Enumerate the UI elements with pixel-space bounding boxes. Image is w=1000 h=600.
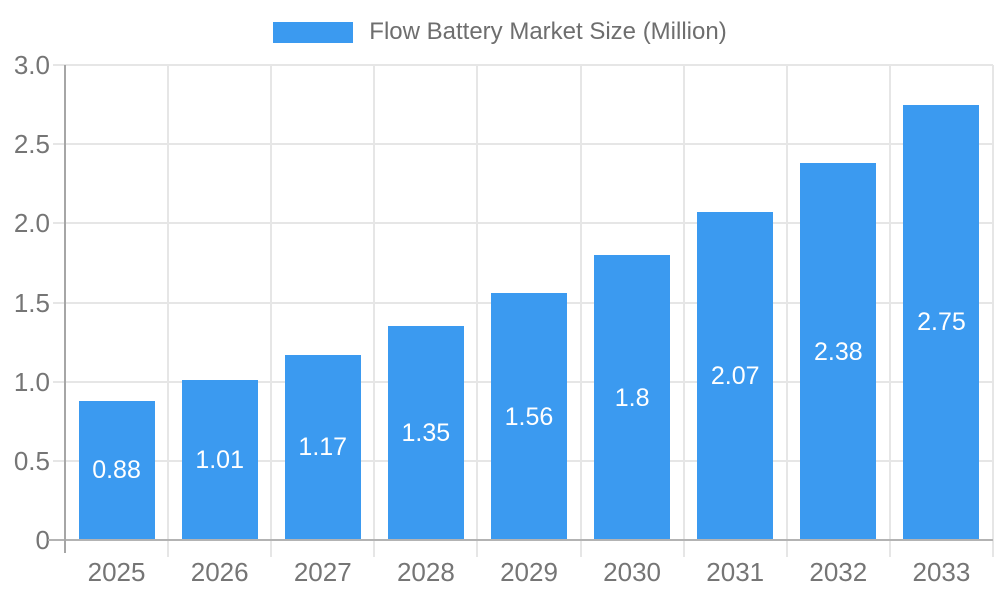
bar-value-label: 2.75 (917, 308, 966, 337)
x-axis-label: 2030 (603, 557, 662, 587)
v-gridline (888, 65, 891, 557)
v-gridline (270, 65, 273, 557)
bar-value-label: 1.56 (504, 402, 554, 431)
bar-value-label: 2.38 (813, 337, 863, 366)
h-gridline (53, 222, 993, 225)
x-axis-label: 2027 (293, 557, 352, 587)
bar[interactable] (387, 326, 464, 540)
bar-value-label: 0.88 (92, 456, 141, 485)
bar-value-label: 2.07 (710, 362, 760, 391)
bar-value-label: 1.01 (195, 446, 244, 475)
x-axis-label: 2033 (912, 557, 971, 587)
bar[interactable] (903, 104, 980, 540)
h-gridline (53, 143, 993, 146)
v-gridline (167, 65, 170, 557)
bar-value-label: 1.17 (298, 433, 348, 462)
bar[interactable] (800, 163, 877, 540)
y-axis-tick-label: 3.0 (13, 50, 50, 80)
y-axis-tick-label: 0 (35, 525, 50, 555)
bar[interactable] (181, 380, 258, 540)
v-gridline (476, 65, 479, 557)
x-axis-label: 2031 (706, 557, 765, 587)
v-gridline (785, 65, 788, 557)
bar[interactable] (78, 400, 155, 540)
v-gridline (579, 65, 582, 557)
legend-swatch (273, 21, 354, 43)
y-axis-tick-label: 2.5 (13, 129, 50, 160)
y-axis-tick-label: 0.5 (13, 445, 50, 476)
bar-value-label: 1.8 (614, 383, 650, 412)
v-gridline (682, 65, 685, 557)
y-axis-tick-label: 2.0 (13, 208, 50, 239)
bar[interactable] (491, 293, 567, 540)
v-gridline (373, 65, 376, 557)
y-axis-line (64, 65, 66, 553)
bar[interactable] (594, 255, 671, 540)
v-gridline (992, 65, 994, 557)
x-axis-label: 2025 (87, 557, 146, 587)
bar-value-label: 1.35 (401, 419, 451, 448)
h-gridline (53, 64, 993, 66)
x-axis-label: 2028 (396, 557, 455, 587)
y-axis-tick-label: 1.0 (13, 366, 50, 397)
bar[interactable] (284, 354, 361, 540)
x-axis-label: 2032 (809, 557, 868, 587)
bar[interactable] (697, 212, 774, 540)
x-axis-baseline (48, 539, 993, 541)
x-axis-label: 2026 (190, 557, 249, 587)
y-axis-tick-label: 1.5 (13, 287, 50, 318)
x-axis-label: 2029 (500, 557, 558, 587)
legend[interactable]: Flow Battery Market Size (Million) (0, 18, 1000, 46)
legend-label: Flow Battery Market Size (Million) (369, 18, 727, 45)
